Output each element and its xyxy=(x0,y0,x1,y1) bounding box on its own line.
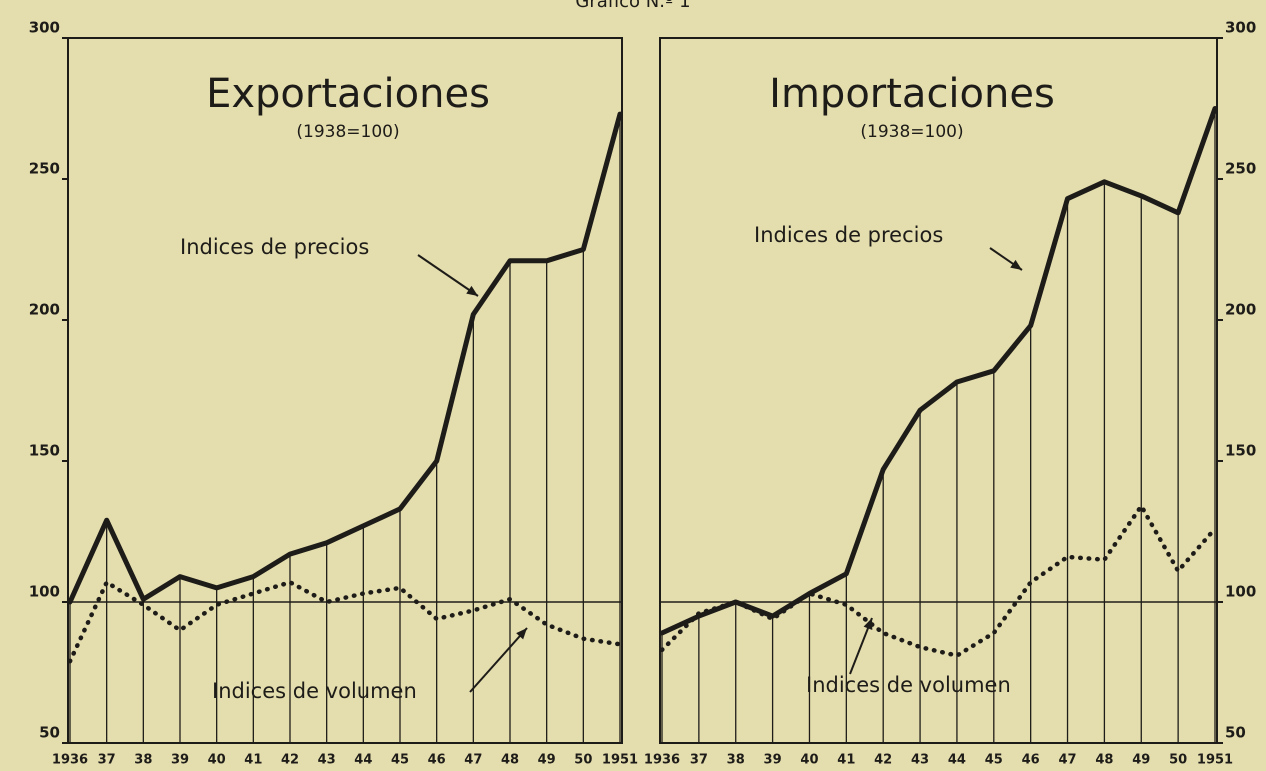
figure-header: Gráfico N.º 1 xyxy=(575,0,690,12)
x-tick-label: 42 xyxy=(874,753,892,768)
x-tick-label: 38 xyxy=(134,753,152,768)
y-tick-label: 300 xyxy=(1225,19,1256,37)
x-tick-label: 49 xyxy=(538,753,556,768)
y-tick-label: 100 xyxy=(29,583,60,601)
y-tick-label: 150 xyxy=(1225,442,1256,460)
panel: 50 100 150 200 250 300 1936 37 38 39 40 41 42 43 44 45 4… xyxy=(644,19,1256,768)
x-tick-label: 38 xyxy=(727,753,745,768)
series-annotation: Indices de volumen xyxy=(212,679,417,703)
x-tick-label: 41 xyxy=(837,753,855,768)
y-tick-label: 300 xyxy=(29,19,60,37)
x-tick-label: 40 xyxy=(208,753,226,768)
x-tick-label: 45 xyxy=(391,753,409,768)
x-tick-label: 48 xyxy=(501,753,519,768)
x-tick-label: 1951 xyxy=(1197,753,1233,768)
y-tick-label: 100 xyxy=(1225,583,1256,601)
x-tick-label: 50 xyxy=(574,753,592,768)
y-tick-label: 250 xyxy=(29,160,60,178)
x-tick-label: 46 xyxy=(1022,753,1040,768)
x-tick-label: 47 xyxy=(1058,753,1076,768)
x-tick-label: 39 xyxy=(764,753,782,768)
annotation-arrow xyxy=(469,627,528,693)
arrow-head xyxy=(863,618,873,630)
x-tick-label: 40 xyxy=(800,753,818,768)
panel-title: Importaciones xyxy=(769,71,1055,117)
y-tick-label: 200 xyxy=(29,301,60,319)
arrow-head xyxy=(466,285,478,296)
x-tick-label: 47 xyxy=(464,753,482,768)
y-tick-label: 50 xyxy=(39,724,60,742)
series-annotation: Indices de precios xyxy=(180,235,369,259)
x-tick-label: 41 xyxy=(244,753,262,768)
x-tick-label: 37 xyxy=(98,753,116,768)
panel-subtitle: (1938=100) xyxy=(296,122,399,142)
panel-subtitle: (1938=100) xyxy=(860,122,963,142)
y-tick-label: 150 xyxy=(29,442,60,460)
x-tick-label: 1936 xyxy=(644,753,680,768)
x-tick-label: 44 xyxy=(354,753,372,768)
y-tick-label: 200 xyxy=(1225,301,1256,319)
x-tick-label: 44 xyxy=(948,753,966,768)
x-tick-label: 39 xyxy=(171,753,189,768)
y-tick-label: 50 xyxy=(1225,724,1246,742)
x-tick-label: 42 xyxy=(281,753,299,768)
x-tick-label: 1936 xyxy=(52,753,88,768)
x-tick-label: 1951 xyxy=(602,753,638,768)
arrow-head xyxy=(516,628,527,640)
series-annotation: Indices de precios xyxy=(754,223,943,247)
x-tick-label: 48 xyxy=(1095,753,1113,768)
plot-frame xyxy=(659,37,1218,744)
series-annotation: Indices de volumen xyxy=(806,673,1011,697)
series-line xyxy=(67,111,623,605)
x-tick-label: 43 xyxy=(911,753,929,768)
x-tick-label: 49 xyxy=(1132,753,1150,768)
annotation-arrow xyxy=(417,254,479,297)
x-tick-label: 46 xyxy=(428,753,446,768)
series-line xyxy=(67,580,623,664)
x-tick-label: 37 xyxy=(690,753,708,768)
panel: 50 100 150 200 250 300 1936 37 38 39 40 41 42 43 44 45 4… xyxy=(29,19,638,768)
x-tick-label: 43 xyxy=(318,753,336,768)
y-tick-label: 250 xyxy=(1225,160,1256,178)
x-tick-label: 50 xyxy=(1169,753,1187,768)
series-line xyxy=(659,503,1218,658)
x-tick-label: 45 xyxy=(985,753,1003,768)
plot-frame xyxy=(67,37,623,744)
arrow-head xyxy=(1010,259,1022,270)
panel-title: Exportaciones xyxy=(206,71,490,117)
